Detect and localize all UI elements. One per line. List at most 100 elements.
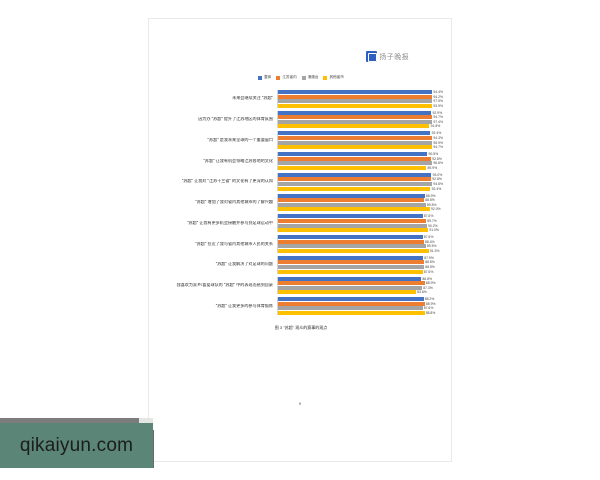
bar-row: 87.6% — [278, 214, 443, 219]
legend-swatch-icon — [323, 75, 328, 80]
bar-row: 92.4% — [278, 186, 443, 191]
bar-value-label: 92.0% — [430, 207, 441, 212]
bar-整体 — [278, 131, 431, 136]
bar-江苏省内 — [278, 115, 433, 120]
bar-整体 — [278, 255, 424, 260]
chart-legend: 整体 江苏省内 港澳台 其他省市 — [159, 75, 443, 80]
category-label: "苏超" 让我有机会领略江苏各地的文化 — [203, 158, 273, 163]
bar-港澳台 — [278, 306, 423, 311]
bar-value-label: 92.9% — [432, 110, 443, 115]
bar-row: 87.6% — [278, 235, 443, 240]
bar-group: 93.0% 92.8% 94.6% 92.4% — [277, 172, 443, 191]
bar-value-label: 87.6% — [423, 235, 434, 240]
bar-江苏省内 — [278, 177, 432, 182]
bar-row: 88.2% — [278, 297, 443, 302]
bar-row: 88.4% — [278, 239, 443, 244]
bar-row: 92.8% — [278, 156, 443, 161]
bar-row: 94.4% — [278, 90, 443, 94]
bar-江苏省内 — [278, 239, 424, 244]
legend-label: 其他省市 — [329, 75, 344, 79]
bar-港澳台 — [278, 202, 426, 207]
watermark-shadow-top — [0, 418, 139, 424]
bar-row: 88.5% — [278, 198, 443, 203]
chart-group: "苏超" 让我更多的参与体育锻炼 88.2% 88.9% 87.6% 88.8% — [159, 297, 443, 315]
bar-value-label: 94.6% — [433, 182, 443, 187]
bar-row: 94.2% — [278, 94, 443, 99]
bar-row: 89.9% — [278, 165, 443, 170]
bar-row: 94.3% — [278, 136, 443, 141]
bar-row: 88.5% — [278, 260, 443, 265]
bar-value-label: 88.5% — [425, 264, 435, 269]
publisher-logo: 扬子晚报 — [366, 51, 409, 62]
chart-group: 未来会继续关注 "苏超" 94.4% 94.2% 97.5% 93.9% — [159, 90, 443, 108]
chart-plot-area: 未来会继续关注 "苏超" 94.4% 94.2% 97.5% 93.9% 因为办 "苏超"… — [159, 90, 443, 315]
bar-value-label: 97.4% — [433, 119, 443, 124]
legend-item-2: 港澳台 — [301, 75, 318, 80]
bar-value-label: 90.5% — [428, 152, 439, 157]
bar-港澳台 — [278, 285, 423, 290]
bar-其他省市 — [278, 145, 433, 150]
chart-group: "苏超" 增加了我对省内其他城市的了解兴趣 88.9% 88.5% 89.5% 92.0… — [159, 193, 443, 212]
bar-value-label: 94.2% — [433, 94, 443, 99]
bar-value-label: 94.7% — [433, 115, 443, 120]
legend-swatch-icon — [276, 75, 281, 80]
document-page: 扬子晚报 整体 江苏省内 港澳台 其他省市 未来会继续关注 "苏超" 94.4% 94.2… — [148, 18, 452, 462]
bar-row: 87.6% — [278, 269, 443, 274]
bar-value-label: 87.6% — [423, 214, 434, 219]
bar-港澳台 — [278, 161, 433, 166]
bar-group: 88.2% 88.9% 87.6% 88.8% — [277, 297, 443, 315]
bar-value-label: 97.5% — [433, 99, 443, 104]
bar-value-label: 88.5% — [425, 260, 435, 265]
bar-江苏省内 — [278, 198, 425, 203]
bar-江苏省内 — [278, 281, 425, 286]
bar-chart: 整体 江苏省内 港澳台 其他省市 未来会继续关注 "苏超" 94.4% 94.2% 97.5… — [159, 75, 443, 331]
category-label: 未来会继续关注 "苏超" — [232, 96, 273, 101]
bar-value-label: 88.8% — [425, 310, 436, 315]
category-label: "苏超" 是我未来全球的一个重要窗口 — [207, 137, 273, 142]
bar-其他省市 — [278, 103, 433, 108]
bar-江苏省内 — [278, 260, 425, 265]
logo-mark-icon — [366, 51, 378, 62]
bar-group: 90.5% 92.8% 96.6% 89.9% — [277, 152, 443, 170]
bar-row: 97.5% — [278, 99, 443, 104]
bar-整体 — [278, 193, 425, 198]
bar-value-label: 87.6% — [423, 306, 434, 311]
bar-其他省市 — [278, 124, 430, 129]
bar-row: 96.6% — [278, 161, 443, 166]
bar-value-label: 89.5% — [426, 202, 437, 207]
category-label: "苏超" 拉近了我与省内其他城市人民的关系 — [195, 241, 273, 246]
bar-value-label: 89.5% — [426, 244, 437, 249]
chart-group: "苏超" 让我解决了对足球的问题 87.9% 88.5% 88.5% 87.6% — [159, 255, 443, 274]
bar-value-label: 87.3% — [423, 285, 433, 290]
bar-港澳台 — [278, 223, 427, 228]
bar-value-label: 92.8% — [432, 156, 442, 161]
bar-row: 87.3% — [278, 285, 443, 290]
bar-value-label: 89.9% — [427, 165, 438, 170]
bar-row: 86.8% — [278, 276, 443, 281]
bar-江苏省内 — [278, 94, 433, 99]
chart-group: "苏超" 拉近了我与省内其他城市人民的关系 87.6% 88.4% 89.5% 91.3… — [159, 235, 443, 253]
bar-value-label: 87.9% — [424, 255, 434, 260]
bar-value-label: 86.8% — [422, 276, 433, 281]
bar-group: 88.9% 88.5% 89.5% 92.0% — [277, 193, 443, 212]
bar-value-label: 88.2% — [424, 297, 435, 302]
bar-group: 87.6% 89.7% 90.2% 91.0% — [277, 214, 443, 233]
bar-group: 87.9% 88.5% 88.5% 87.6% — [277, 255, 443, 274]
bar-row: 89.5% — [278, 244, 443, 249]
bar-row: 92.8% — [278, 177, 443, 182]
category-label: "苏超" 让我有更多机会接触并参与到足球运动中 — [187, 220, 273, 225]
bar-group: 86.8% 88.9% 87.3% 83.6% — [277, 276, 443, 295]
bar-value-label: 91.3% — [429, 248, 440, 253]
site-watermark: qikaiyun.com — [0, 423, 153, 468]
bar-row: 92.0% — [278, 207, 443, 212]
bar-value-label: 92.4% — [431, 131, 442, 136]
category-label: 因为办 "苏超" 提升了江苏地区的体育氛围 — [198, 117, 273, 122]
bar-group: 94.4% 94.2% 97.5% 93.9% — [277, 90, 443, 108]
bar-row: 88.9% — [278, 193, 443, 198]
chart-group: "苏超" 是我未来全球的一个重要窗口 92.4% 94.3% 95.9% 94.7% — [159, 131, 443, 150]
bar-其他省市 — [278, 310, 425, 315]
bar-row: 97.4% — [278, 119, 443, 124]
bar-row: 91.0% — [278, 228, 443, 233]
bar-整体 — [278, 297, 424, 302]
bar-其他省市 — [278, 165, 427, 170]
